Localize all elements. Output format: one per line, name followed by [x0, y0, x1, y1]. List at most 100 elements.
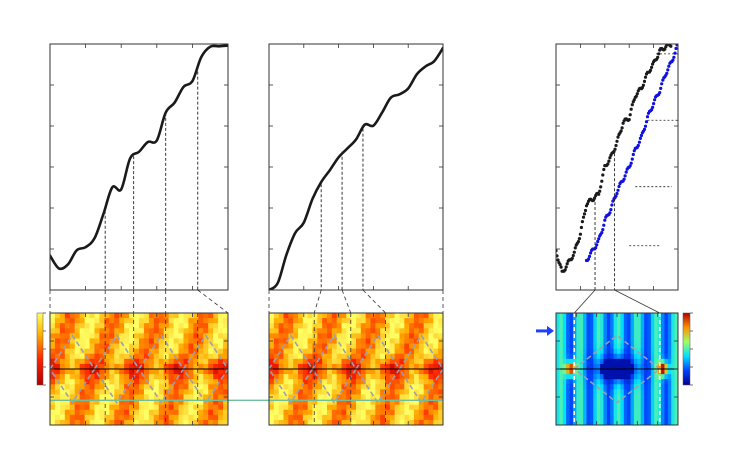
heat-cell	[104, 399, 110, 406]
heat-cell	[606, 394, 611, 401]
heat-cell	[336, 369, 343, 375]
heat-cell	[438, 389, 443, 396]
heat-cell	[158, 379, 165, 385]
heat-cell	[593, 318, 598, 324]
heat-cell	[418, 358, 425, 365]
heat-cell	[414, 399, 420, 406]
heat-cell	[129, 399, 135, 406]
heat-cell	[148, 409, 155, 416]
heat-cell	[173, 323, 180, 329]
heat-cell	[322, 409, 328, 416]
heat-cell	[657, 363, 662, 370]
heat-cell	[385, 333, 391, 340]
heat-cell	[341, 323, 347, 329]
heat-cell	[654, 384, 659, 390]
heat-cell	[94, 323, 101, 329]
heat-cell	[579, 348, 584, 355]
heat-cell	[566, 318, 571, 324]
heat-cell	[356, 343, 362, 350]
heat-cell	[213, 318, 219, 324]
scatter-point	[669, 44, 673, 48]
scatter-point	[586, 257, 591, 261]
heat-cell	[312, 313, 318, 319]
heat-cell	[380, 328, 386, 334]
heat-cell	[423, 363, 430, 370]
heat-cell	[293, 358, 299, 365]
heat-cell	[99, 333, 105, 340]
heat-cell	[188, 374, 194, 380]
heat-cell	[576, 419, 581, 425]
heat-cell	[623, 353, 628, 360]
heat-cell	[293, 394, 299, 401]
heat-cell	[198, 419, 204, 425]
heat-cell	[370, 348, 376, 355]
heat-cell	[59, 358, 66, 365]
heat-cell	[617, 389, 621, 396]
heat-cell	[433, 379, 439, 385]
heat-cell	[346, 404, 352, 411]
heat-cell	[302, 399, 309, 406]
heat-cell	[385, 313, 391, 319]
heat-cell	[600, 374, 605, 380]
heat-cell	[94, 399, 101, 406]
heat-cell	[269, 318, 275, 324]
heat-cell	[630, 399, 635, 406]
heat-cell	[50, 323, 56, 329]
heat-cell	[84, 363, 91, 370]
heat-cell	[664, 328, 669, 334]
heat-cell	[124, 384, 130, 390]
heat-cell	[671, 328, 676, 334]
heat-cell	[168, 389, 175, 396]
heat-cell	[336, 323, 343, 329]
heat-cell	[418, 328, 425, 334]
heat-cell	[360, 313, 367, 319]
heat-cell	[153, 358, 160, 365]
heat-cell	[637, 318, 642, 324]
heat-cell	[312, 348, 318, 355]
heat-cell	[188, 394, 194, 401]
heat-cell	[69, 394, 76, 401]
heat-cell	[351, 409, 357, 416]
heat-cell	[630, 353, 635, 360]
heat-cell	[331, 348, 338, 355]
heat-cell	[183, 363, 190, 370]
heat-cell	[341, 313, 347, 319]
heat-cell	[223, 343, 228, 350]
heat-cell	[346, 348, 352, 355]
heat-cell	[433, 399, 439, 406]
heat-cell	[559, 389, 564, 396]
heat-cell	[183, 399, 190, 406]
heat-cell	[278, 328, 285, 334]
heat-cell	[433, 313, 439, 319]
heat-cell	[64, 313, 71, 319]
heat-cell	[293, 363, 299, 370]
heat-cell	[438, 414, 443, 421]
heat-cell	[50, 343, 56, 350]
heat-cell	[389, 333, 396, 340]
heat-cell	[630, 328, 635, 334]
heat-cell	[50, 399, 56, 406]
heat-cell	[617, 343, 621, 350]
heat-cell	[218, 369, 224, 375]
heat-cell	[223, 333, 228, 340]
heat-cell	[603, 323, 608, 329]
heat-cell	[589, 409, 594, 416]
heat-cell	[346, 389, 352, 396]
heat-cell	[576, 358, 581, 365]
scatter-point	[651, 105, 655, 109]
heat-cell	[428, 399, 434, 406]
heat-cell	[283, 419, 289, 425]
heat-cell	[380, 343, 386, 350]
heat-cell	[394, 353, 401, 360]
heat-cell	[593, 358, 598, 365]
heat-cell	[114, 419, 120, 425]
heat-cell	[572, 358, 577, 365]
heat-cell	[99, 353, 105, 360]
heat-cell	[134, 409, 140, 416]
scatter-point	[600, 179, 604, 183]
heat-cell	[218, 419, 224, 425]
scatter-point	[564, 265, 568, 269]
heat-cell	[302, 389, 309, 396]
heat-cell	[438, 384, 443, 390]
heat-cell	[644, 409, 649, 416]
